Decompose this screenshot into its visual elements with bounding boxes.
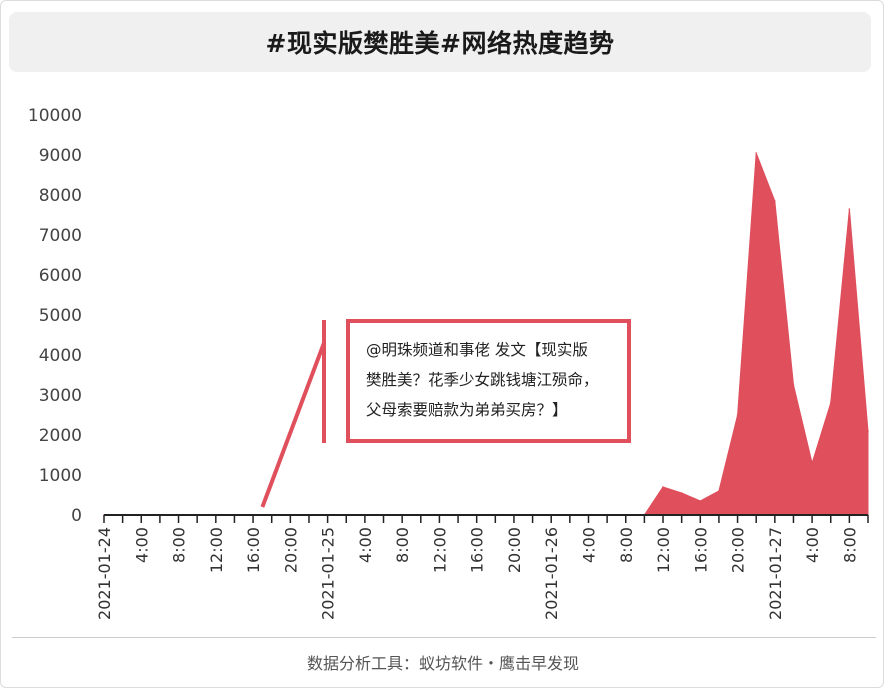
y-tick-label: 10000 xyxy=(28,106,82,126)
x-tick-label: 20:00 xyxy=(505,527,524,573)
data-point xyxy=(811,462,813,464)
data-point xyxy=(848,208,851,210)
x-tick-label: 4:00 xyxy=(579,527,598,563)
y-tick-label: 1000 xyxy=(39,466,82,486)
annotation-box: @明珠频道和事佬 发文【现实版 樊胜美？花季少女跳钱塘江殒命， 父母索要赔款为弟… xyxy=(346,319,631,443)
data-point xyxy=(755,152,757,154)
x-tick-label: 4:00 xyxy=(356,527,375,563)
chart-title: #现实版樊胜美#网络热度趋势 xyxy=(265,29,615,58)
data-point xyxy=(774,200,776,202)
y-tick-label: 4000 xyxy=(39,346,82,366)
annotation-pointer xyxy=(260,342,326,508)
footer-divider xyxy=(12,637,876,638)
annotation-line-2: 樊胜美？花季少女跳钱塘江殒命， xyxy=(366,371,599,389)
x-tick-label: 8:00 xyxy=(617,527,636,563)
y-tick-label: 3000 xyxy=(39,386,82,406)
data-point xyxy=(867,430,869,432)
x-tick-label: 12:00 xyxy=(207,527,226,573)
x-tick-label: 8:00 xyxy=(393,527,412,563)
x-tick-label: 2021-01-24 xyxy=(95,527,114,620)
annotation-callout xyxy=(260,320,326,508)
x-tick-label: 12:00 xyxy=(654,527,673,573)
y-tick-label: 9000 xyxy=(39,146,82,166)
y-tick-label: 8000 xyxy=(39,186,82,206)
x-tick-label: 4:00 xyxy=(803,527,822,563)
x-tick-label: 20:00 xyxy=(281,527,300,573)
x-tick-label: 4:00 xyxy=(132,527,151,563)
y-tick-label: 7000 xyxy=(39,226,82,246)
footer-source: 数据分析工具：蚁坊软件・鹰击早发现 xyxy=(306,654,579,673)
data-point xyxy=(792,384,795,386)
x-tick-label: 16:00 xyxy=(691,527,710,573)
title-bar: #现实版樊胜美#网络热度趋势 xyxy=(9,12,871,72)
y-tick-label: 0 xyxy=(71,506,82,526)
x-tick-label: 2021-01-26 xyxy=(542,527,561,620)
y-axis: 0 1000 2000 3000 4000 5000 6000 7000 8000 9000 100… xyxy=(28,106,82,526)
annotation-line-3: 父母索要赔款为弟弟买房？】 xyxy=(366,401,568,419)
series-area xyxy=(104,152,869,516)
data-point xyxy=(718,490,720,492)
x-tick-label: 8:00 xyxy=(840,527,859,563)
annotation-line-1: @明珠频道和事佬 发文【现实版 xyxy=(366,341,588,359)
data-point xyxy=(680,492,683,494)
x-tick-label: 16:00 xyxy=(244,527,263,573)
y-tick-label: 2000 xyxy=(39,426,82,446)
data-point xyxy=(829,402,832,404)
data-point xyxy=(699,500,702,502)
data-point xyxy=(736,414,739,416)
x-tick-label: 16:00 xyxy=(468,527,487,573)
x-tick-label: 12:00 xyxy=(430,527,449,573)
x-tick-label: 8:00 xyxy=(170,527,189,563)
data-point xyxy=(662,486,664,488)
y-tick-label: 6000 xyxy=(39,266,82,286)
y-tick-label: 5000 xyxy=(39,306,82,326)
x-tick-label: 2021-01-25 xyxy=(319,527,338,620)
x-axis: 2021-01-24 4:00 8:00 12:00 16:00 20:00 2021-01… xyxy=(95,514,869,620)
x-tick-label: 20:00 xyxy=(729,527,748,573)
x-tick-label: 2021-01-27 xyxy=(766,527,785,620)
